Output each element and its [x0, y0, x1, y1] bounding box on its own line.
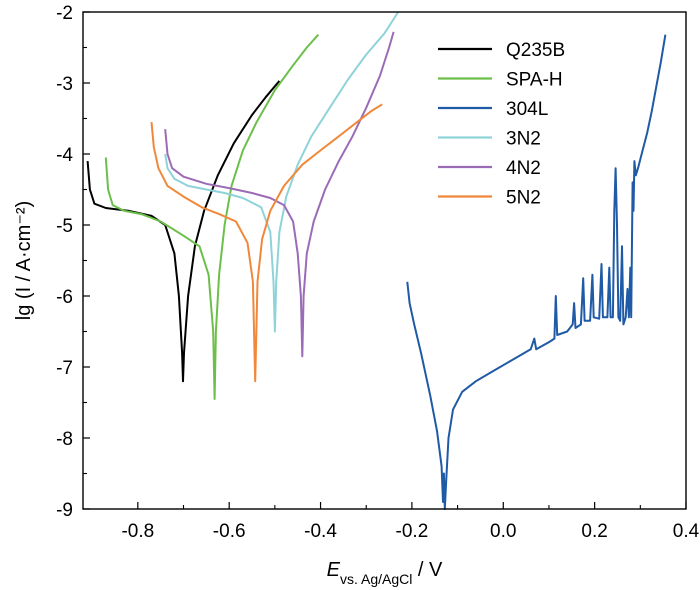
x-tick-label: 0.4 [673, 521, 700, 542]
x-tick-label: 0.2 [581, 521, 607, 542]
legend-label: SPA-H [506, 70, 563, 91]
y-tick-label: -6 [56, 287, 73, 308]
plot-frame [82, 11, 687, 510]
series-line-spa-h [104, 34, 320, 400]
ticks: -0.8 -0.6 -0.4 -0.2 0.0 0.2 0.4 -9 -8 -7 -6 -5 -4 -3 -… [56, 3, 700, 542]
y-tick-label: -7 [56, 358, 73, 379]
series-line-4n2 [164, 31, 395, 358]
y-axis-title: lg (I / A·cm⁻²) [13, 201, 35, 320]
legend-label: Q235B [506, 40, 565, 61]
y-tick-label: -3 [56, 74, 73, 95]
legend-label: 3N2 [506, 129, 541, 150]
x-axis-title-unit: / V [412, 559, 443, 581]
axes [82, 11, 687, 510]
x-axis-title-subscript: vs. Ag/AgCl [340, 571, 412, 587]
y-tick-label: -5 [56, 216, 73, 237]
x-tick-label: -0.8 [121, 521, 154, 542]
series-line-5n2 [150, 103, 383, 383]
series-line-3n2 [164, 11, 400, 333]
x-tick-label: -0.4 [304, 521, 337, 542]
legend-label: 5N2 [506, 188, 541, 209]
x-tick-label: -0.2 [396, 521, 429, 542]
y-tick-label: -2 [56, 3, 73, 24]
y-tick-label: -8 [56, 429, 73, 450]
x-axis-title: Evs. Ag/AgCl / V [327, 559, 443, 587]
series-line-q235b [86, 80, 281, 383]
y-tick-label: -9 [56, 500, 73, 521]
x-axis-title-main: E [327, 559, 341, 581]
legend-label: 4N2 [506, 158, 541, 179]
x-tick-label: -0.6 [213, 521, 246, 542]
y-tick-label: -4 [56, 145, 73, 166]
legend: Q235B SPA-H 304L 3N2 4N2 5N2 [438, 40, 565, 209]
series-line-304l [406, 34, 667, 510]
plot-area [86, 11, 667, 510]
legend-label: 304L [506, 99, 548, 120]
x-tick-label: 0.0 [490, 521, 516, 542]
